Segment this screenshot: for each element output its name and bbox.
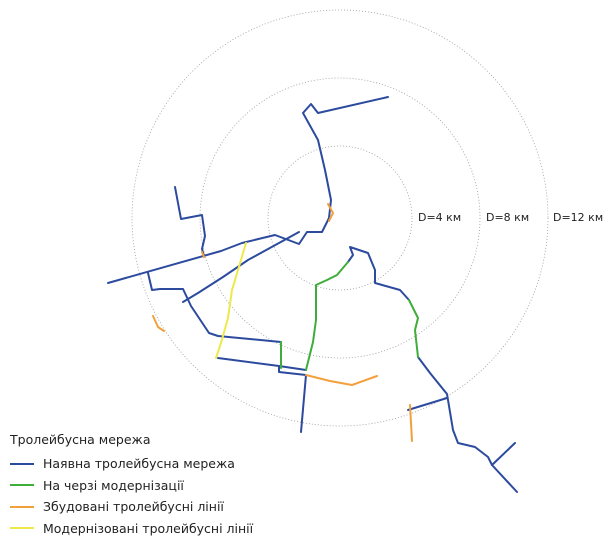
existing-line-south-spur: [407, 397, 448, 411]
existing-line-north: [107, 96, 389, 284]
built-line-northwest-tip: [201, 251, 205, 258]
legend-item-existing: Наявна тролейбусна мережа: [10, 453, 253, 475]
distance-rings: [131, 9, 549, 427]
existing-line-northwest: [174, 186, 206, 257]
legend-item-modernized: Модернізовані тролейбусні лінії: [10, 518, 253, 539]
existing-line-west-diagonal: [182, 231, 300, 303]
legend-label-modernized: Модернізовані тролейбусні лінії: [43, 520, 254, 536]
built-line-southeast: [409, 404, 413, 442]
map-legend: Тролейбусна мережа Наявна тролейбусна ме…: [10, 432, 253, 539]
existing-line-south-segment: [278, 365, 307, 433]
queued-line-center-south: [305, 261, 349, 371]
built-line-center: [327, 203, 334, 222]
legend-swatch-existing: [10, 462, 34, 465]
ring-d12: [131, 9, 549, 427]
ring-labels: D=4 км D=8 км D=12 км: [418, 211, 603, 224]
existing-line-east: [347, 246, 410, 301]
ring-label-d4: D=4 км: [418, 211, 461, 224]
legend-item-queued: На черзі модернізації: [10, 475, 253, 497]
legend-label-queued: На черзі модернізації: [43, 477, 184, 493]
legend-item-built: Збудовані тролейбусні лінії: [10, 496, 253, 518]
built-line-west: [152, 315, 165, 332]
ring-label-d12: D=12 км: [553, 211, 603, 224]
ring-d4: [267, 145, 413, 291]
existing-line-southeast: [417, 356, 518, 493]
queued-line-east: [408, 299, 419, 358]
existing-line-west-2: [217, 357, 307, 371]
legend-swatch-modernized: [10, 527, 34, 530]
modernized-line-west: [215, 242, 247, 359]
existing-line-west: [147, 272, 282, 343]
legend-label-existing: Наявна тролейбусна мережа: [43, 456, 235, 472]
built-line-south: [305, 374, 378, 386]
ring-label-d8: D=8 км: [486, 211, 529, 224]
legend-swatch-built: [10, 505, 34, 508]
legend-swatch-queued: [10, 484, 34, 487]
legend-title: Тролейбусна мережа: [10, 432, 151, 447]
ring-d8: [199, 77, 481, 359]
existing-line-southeast-branch: [491, 442, 516, 466]
legend-label-built: Збудовані тролейбусні лінії: [43, 499, 224, 515]
network-lines: [107, 96, 518, 493]
